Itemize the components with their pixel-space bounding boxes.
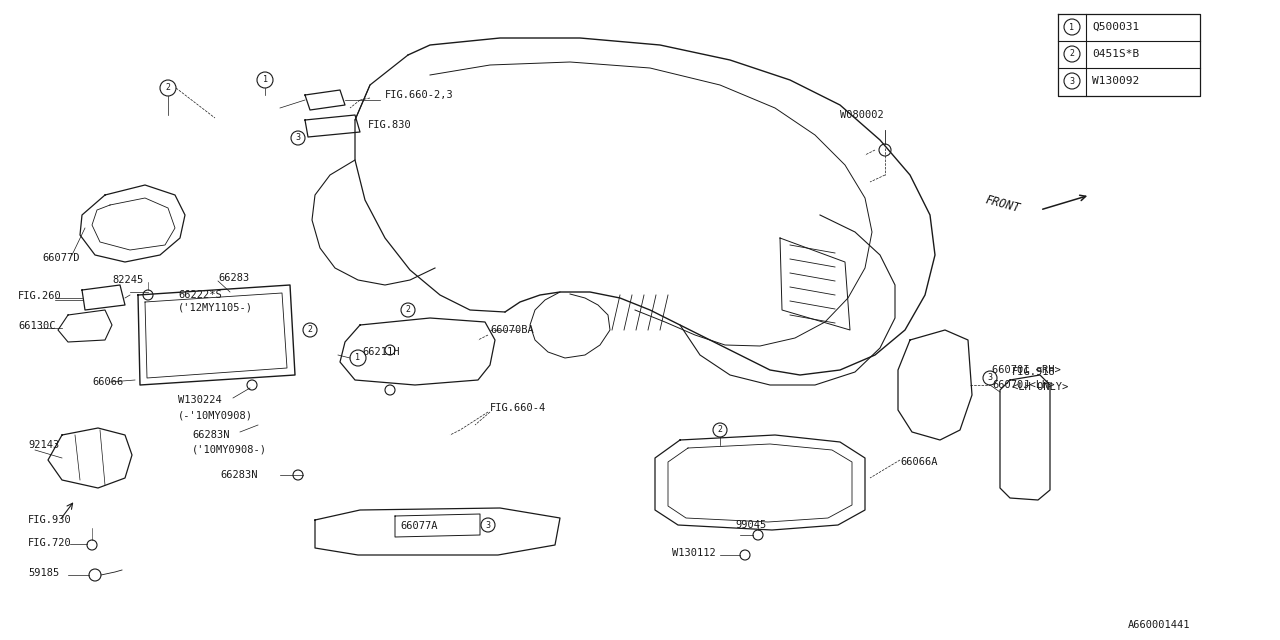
Text: ('12MY1105-): ('12MY1105-) (178, 303, 253, 313)
Text: 2: 2 (165, 83, 170, 93)
Text: Q500031: Q500031 (1092, 22, 1139, 32)
Text: (-'10MY0908): (-'10MY0908) (178, 410, 253, 420)
Text: 66077D: 66077D (42, 253, 79, 263)
Text: 3: 3 (1070, 77, 1074, 86)
Text: 66283N: 66283N (192, 430, 229, 440)
Text: FIG.260: FIG.260 (18, 291, 61, 301)
Text: 2: 2 (307, 326, 312, 335)
Text: W130224: W130224 (178, 395, 221, 405)
Text: FIG.660-4: FIG.660-4 (490, 403, 547, 413)
Text: 66066A: 66066A (900, 457, 937, 467)
Text: FIG.660-2,3: FIG.660-2,3 (385, 90, 453, 100)
Text: 66066: 66066 (92, 377, 123, 387)
Text: 3: 3 (296, 134, 301, 143)
Text: W130112: W130112 (672, 548, 716, 558)
Text: 1: 1 (1070, 22, 1074, 31)
Text: 2: 2 (718, 426, 722, 435)
Text: 66283N: 66283N (220, 470, 257, 480)
Text: 1: 1 (262, 76, 268, 84)
Text: ('10MY0908-): ('10MY0908-) (192, 445, 268, 455)
Text: A660001441: A660001441 (1128, 620, 1190, 630)
Text: 59185: 59185 (28, 568, 59, 578)
Text: 66222*S: 66222*S (178, 290, 221, 300)
Text: 99045: 99045 (735, 520, 767, 530)
Text: <LH ONLY>: <LH ONLY> (1012, 382, 1069, 392)
Text: 1: 1 (356, 353, 361, 362)
Text: FIG.930: FIG.930 (28, 515, 72, 525)
Text: 0451S*B: 0451S*B (1092, 49, 1139, 59)
Text: 82245: 82245 (113, 275, 143, 285)
Text: 66130C: 66130C (18, 321, 55, 331)
Text: 66283: 66283 (218, 273, 250, 283)
Text: FIG.830: FIG.830 (369, 120, 412, 130)
Text: 66077A: 66077A (399, 521, 438, 531)
Text: 2: 2 (1070, 49, 1074, 58)
Text: 2: 2 (406, 305, 411, 314)
Text: W080002: W080002 (840, 110, 883, 120)
Text: 66211H: 66211H (362, 347, 399, 357)
Text: FIG.918: FIG.918 (1012, 367, 1056, 377)
Text: 66070BA: 66070BA (490, 325, 534, 335)
Text: 3: 3 (485, 520, 490, 529)
Text: W130092: W130092 (1092, 76, 1139, 86)
Text: 66070J<LH>: 66070J<LH> (992, 380, 1055, 390)
Text: 3: 3 (987, 374, 992, 383)
Text: 66070I <RH>: 66070I <RH> (992, 365, 1061, 375)
Text: 92143: 92143 (28, 440, 59, 450)
Text: FRONT: FRONT (983, 194, 1021, 216)
Text: FIG.720: FIG.720 (28, 538, 72, 548)
